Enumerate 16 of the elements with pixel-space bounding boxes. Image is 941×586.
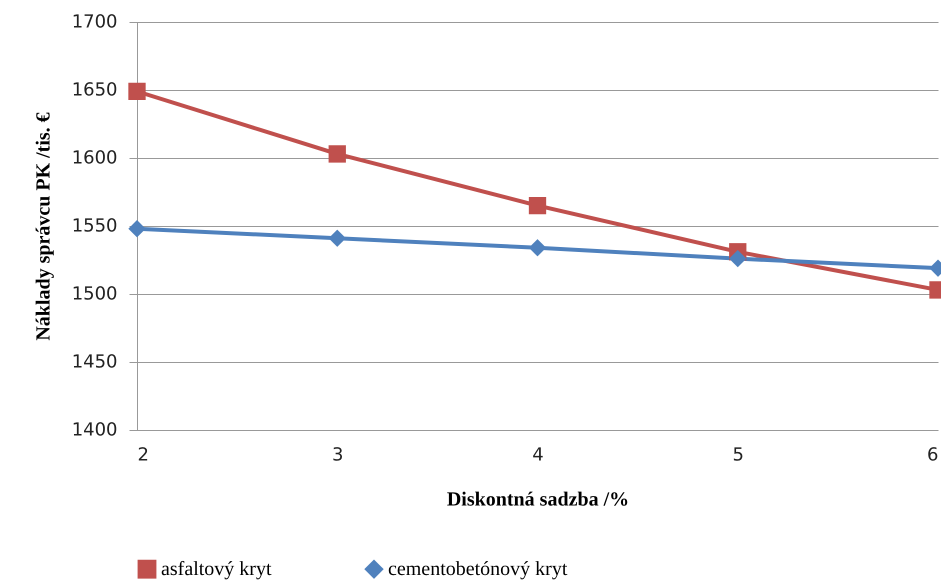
y-tick-label: 1650	[72, 80, 118, 100]
legend-label: asfaltový kryt	[161, 558, 272, 580]
y-tick-label: 1550	[72, 216, 118, 236]
x-tick-label: 5	[732, 444, 744, 466]
y-tick-label: 1400	[72, 420, 118, 440]
x-tick-label: 6	[927, 444, 938, 466]
y-axis-title: Náklady správcu PK /tis. €	[32, 112, 55, 341]
y-tick-label: 1700	[72, 12, 118, 32]
y-tick-label: 1500	[72, 284, 118, 304]
y-tick-label: 1600	[72, 148, 118, 168]
y-tick-label: 1450	[72, 352, 118, 372]
x-axis-title: Diskontná sadzba /%	[446, 488, 630, 510]
x-tick-label: 4	[532, 444, 544, 466]
x-tick-label: 2	[138, 444, 149, 466]
legend-label: cementobetónový kryt	[388, 558, 568, 580]
x-tick-label: 3	[332, 444, 344, 466]
